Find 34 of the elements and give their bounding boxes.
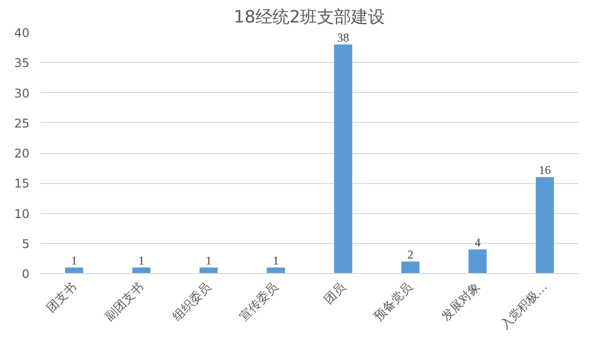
x-tick-label: 发展对象: [438, 280, 483, 324]
y-tick-label: 5: [22, 236, 30, 251]
x-tick-label: 预备党员: [371, 280, 416, 324]
y-tick-label: 20: [14, 146, 30, 160]
bar: [401, 261, 420, 274]
bar: [266, 267, 285, 274]
y-tick-label: 30: [14, 86, 30, 100]
data-label: 38: [337, 30, 350, 45]
y-tick-label: 15: [14, 176, 30, 191]
y-tick-label: 40: [14, 26, 30, 40]
chart-title: 18经统2班支部建设: [234, 8, 386, 28]
data-label: 4: [474, 235, 481, 250]
bar: [200, 267, 218, 274]
data-label: 1: [206, 253, 212, 268]
x-tick-label: 入党积极…: [497, 280, 550, 332]
data-label: 2: [407, 247, 414, 262]
x-tick-label: 宣传委员: [236, 280, 281, 324]
y-tick-label: 35: [14, 56, 30, 70]
data-label: 1: [71, 253, 78, 268]
bar: [65, 267, 84, 274]
bar: [132, 267, 150, 274]
bar: [468, 249, 487, 274]
bar: [536, 177, 554, 274]
x-tick-label: 团支书: [44, 280, 80, 315]
y-tick-label: 10: [14, 206, 30, 221]
data-label: 1: [138, 253, 144, 268]
data-label: 1: [272, 253, 279, 268]
y-tick-label: 0: [22, 267, 30, 281]
y-tick-label: 25: [14, 116, 30, 130]
data-label: 16: [538, 163, 551, 178]
bar: [334, 44, 352, 274]
x-tick-label: 团员: [321, 280, 348, 306]
x-tick-label: 组织委员: [170, 280, 214, 324]
x-tick-label: 副团支书: [102, 280, 146, 324]
